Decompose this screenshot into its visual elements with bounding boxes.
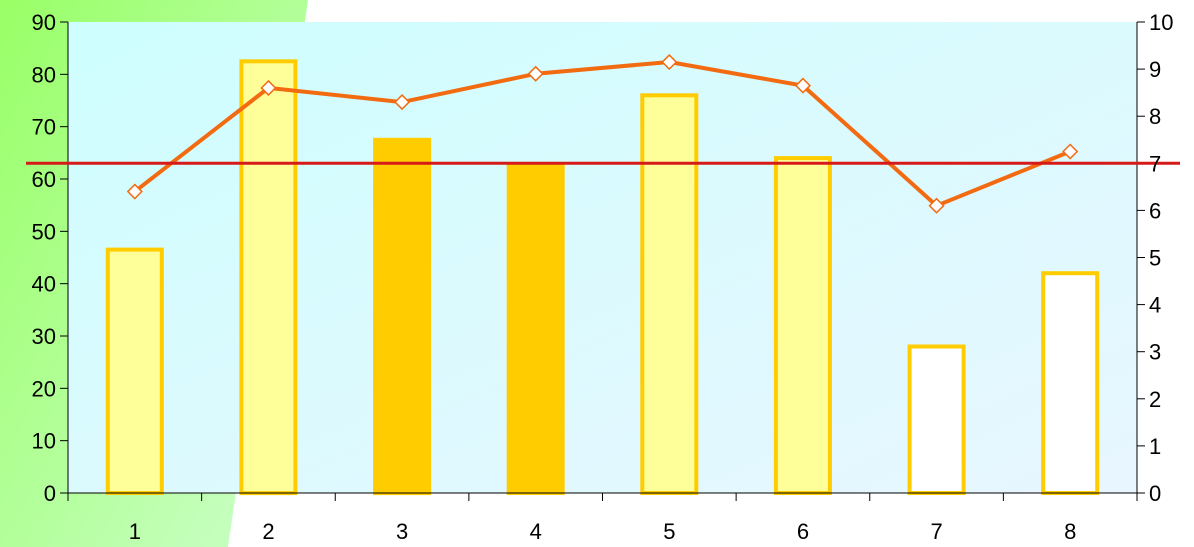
bar-7	[907, 344, 966, 495]
right-tick-label-5: 5	[1149, 246, 1161, 271]
line-series	[133, 60, 1071, 208]
left-tick-label-70: 70	[32, 115, 56, 140]
bar-3	[373, 137, 432, 496]
bar-8	[1041, 271, 1100, 496]
left-tick-label-60: 60	[32, 167, 56, 192]
line-marker-3	[394, 94, 411, 111]
x-tick-label-3: 3	[396, 519, 408, 544]
plot-area	[68, 22, 1137, 493]
line-marker-1	[126, 183, 143, 200]
x-tick-label-6: 6	[797, 519, 809, 544]
line-marker-6	[794, 77, 811, 94]
x-tick-label-5: 5	[663, 519, 675, 544]
right-tick-label-4: 4	[1149, 293, 1161, 318]
left-tick-label-90: 90	[32, 10, 56, 35]
left-tick-label-40: 40	[32, 272, 56, 297]
x-tick-label-4: 4	[530, 519, 542, 544]
left-tick-label-0: 0	[44, 481, 56, 506]
right-tick-label-7: 7	[1149, 151, 1161, 176]
line-marker-8	[1062, 143, 1079, 160]
x-tick-label-2: 2	[262, 519, 274, 544]
right-tick-label-0: 0	[1149, 481, 1161, 506]
bar-4	[506, 162, 565, 496]
line-marker-5	[661, 53, 678, 71]
right-tick-label-9: 9	[1149, 57, 1161, 82]
line-marker-7	[928, 197, 945, 214]
line-marker-4	[527, 65, 544, 82]
left-tick-label-50: 50	[32, 219, 56, 244]
right-tick-label-1: 1	[1149, 434, 1161, 459]
bar-2	[239, 59, 298, 496]
bar-5	[640, 93, 699, 496]
x-tick-label-7: 7	[930, 519, 942, 544]
left-tick-label-30: 30	[32, 324, 56, 349]
bar-6	[773, 156, 832, 495]
right-tick-label-3: 3	[1149, 340, 1161, 365]
right-tick-label-2: 2	[1149, 387, 1161, 412]
right-tick-label-8: 8	[1149, 104, 1161, 129]
bar-1	[105, 247, 164, 495]
x-tick-label-8: 8	[1064, 519, 1076, 544]
x-tick-label-1: 1	[129, 519, 141, 544]
right-tick-label-6: 6	[1149, 198, 1161, 223]
right-tick-label-10: 10	[1149, 10, 1173, 35]
left-tick-label-10: 10	[32, 429, 56, 454]
left-tick-label-20: 20	[32, 376, 56, 401]
left-tick-label-80: 80	[32, 62, 56, 87]
line-marker-2	[260, 79, 277, 97]
